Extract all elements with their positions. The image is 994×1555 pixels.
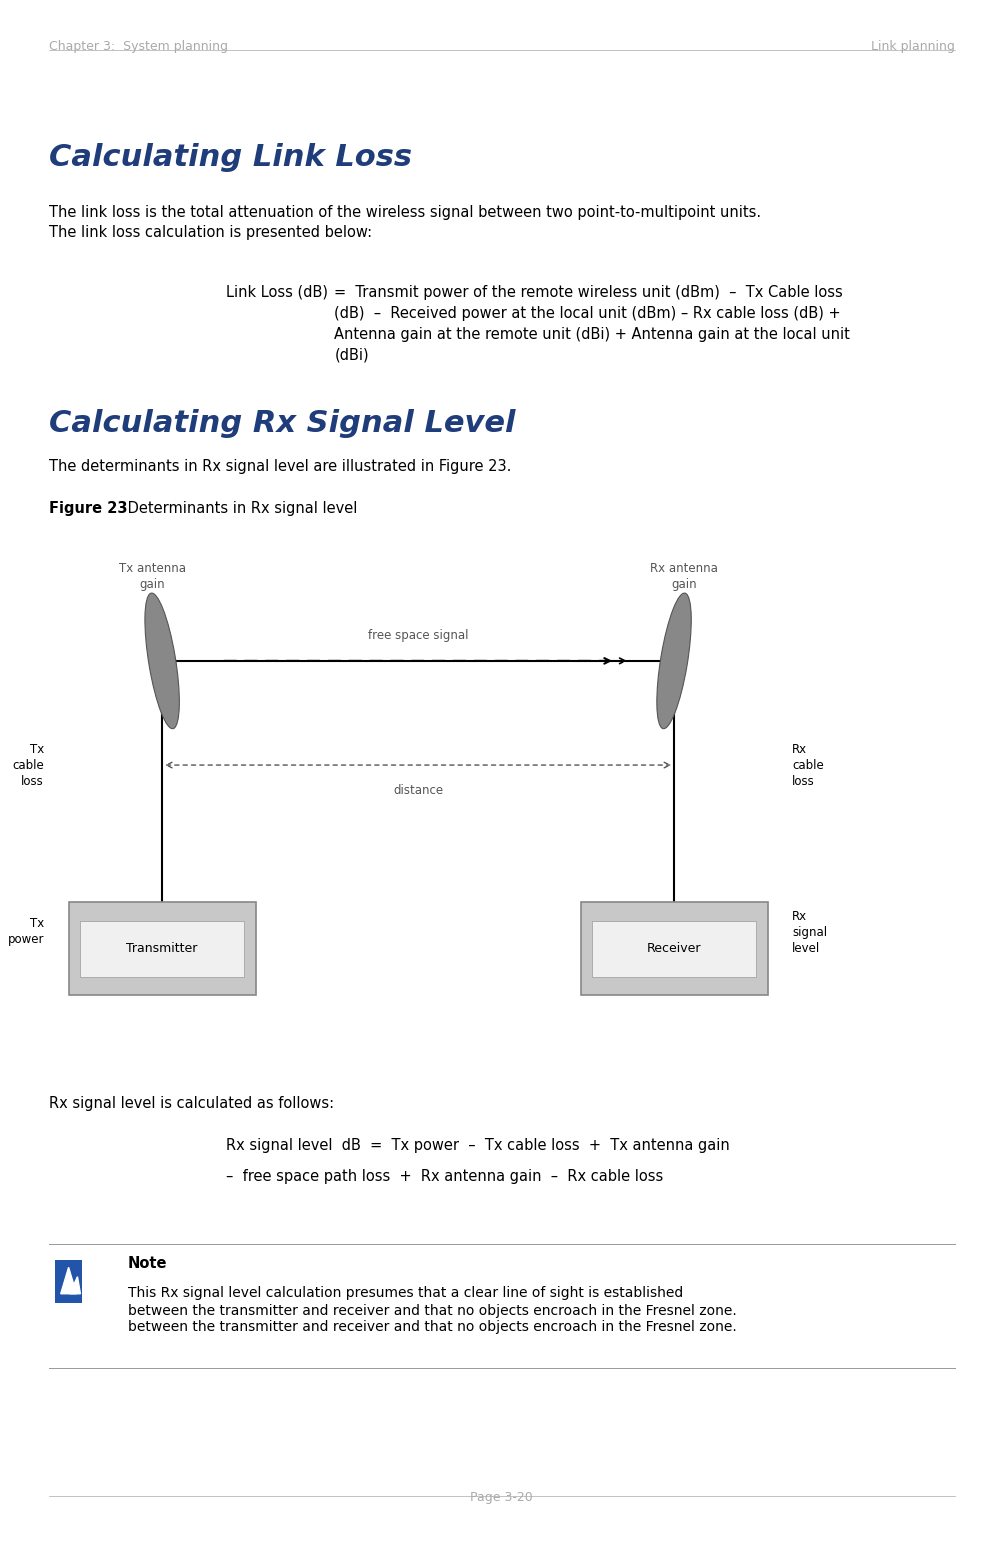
Text: =  Transmit power of the remote wireless unit (dBm)  –  Tx Cable loss
(dB)  –  R: = Transmit power of the remote wireless … — [334, 285, 850, 362]
Text: The determinants in Rx signal level are illustrated in Figure 23.: The determinants in Rx signal level are … — [49, 459, 511, 474]
Text: Transmitter: Transmitter — [126, 942, 198, 955]
Text: distance: distance — [393, 784, 443, 796]
Text: Rx signal level  dB  =  Tx power  –  Tx cable loss  +  Tx antenna gain: Rx signal level dB = Tx power – Tx cable… — [226, 1138, 730, 1154]
Text: Page 3-20: Page 3-20 — [470, 1491, 533, 1504]
Text: Figure 23: Figure 23 — [49, 501, 127, 516]
Text: Link planning: Link planning — [871, 40, 954, 53]
Text: Tx
power: Tx power — [8, 917, 44, 947]
FancyBboxPatch shape — [580, 902, 767, 995]
Text: –  free space path loss  +  Rx antenna gain  –  Rx cable loss: – free space path loss + Rx antenna gain… — [226, 1169, 663, 1185]
Text: Chapter 3:  System planning: Chapter 3: System planning — [49, 40, 228, 53]
Text: The link loss is the total attenuation of the wireless signal between two point-: The link loss is the total attenuation o… — [49, 205, 761, 239]
Ellipse shape — [657, 592, 691, 729]
Text: Tx antenna
gain: Tx antenna gain — [119, 561, 186, 591]
Text: free space signal: free space signal — [368, 630, 468, 642]
Polygon shape — [61, 1267, 77, 1294]
Polygon shape — [70, 1277, 81, 1294]
Text: Receiver: Receiver — [647, 942, 702, 955]
Text: Link Loss (dB): Link Loss (dB) — [226, 285, 328, 300]
Text: Calculating Link Loss: Calculating Link Loss — [49, 143, 412, 173]
Text: This Rx signal level calculation presumes that a clear line of sight is establis: This Rx signal level calculation presume… — [127, 1286, 737, 1319]
FancyBboxPatch shape — [55, 1260, 83, 1303]
Text: Rx
signal
level: Rx signal level — [792, 910, 827, 955]
Text: Determinants in Rx signal level: Determinants in Rx signal level — [122, 501, 357, 516]
Text: Calculating Rx Signal Level: Calculating Rx Signal Level — [49, 409, 516, 439]
Ellipse shape — [145, 592, 179, 729]
FancyBboxPatch shape — [592, 921, 755, 977]
Text: between the transmitter and receiver and that no objects encroach in the Fresnel: between the transmitter and receiver and… — [127, 1320, 737, 1334]
Text: Rx
cable
loss: Rx cable loss — [792, 743, 824, 788]
FancyBboxPatch shape — [69, 902, 255, 995]
FancyBboxPatch shape — [81, 921, 244, 977]
Text: Note: Note — [127, 1256, 167, 1272]
Text: Rx signal level is calculated as follows:: Rx signal level is calculated as follows… — [49, 1096, 334, 1112]
Text: Tx
cable
loss: Tx cable loss — [12, 743, 44, 788]
Text: Rx antenna
gain: Rx antenna gain — [650, 561, 718, 591]
